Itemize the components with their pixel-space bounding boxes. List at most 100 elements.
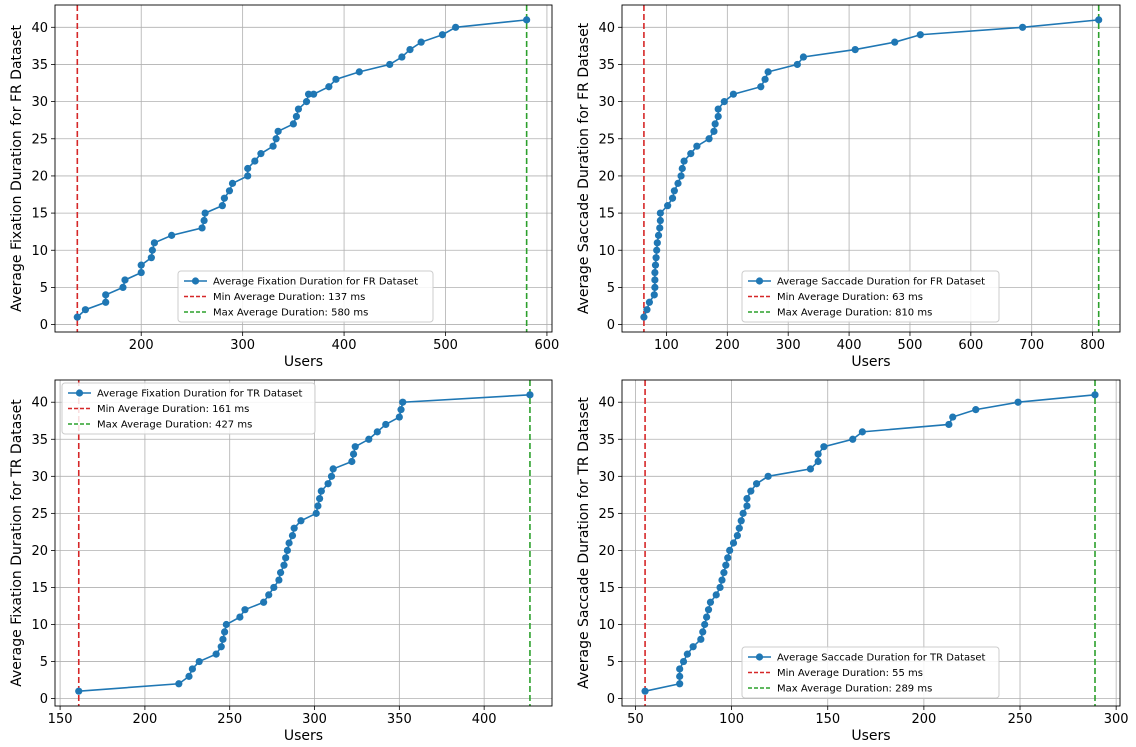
y-tick-label: 25 (598, 507, 615, 522)
data-point (705, 135, 713, 143)
legend-entry-label: Max Average Duration: 427 ms (97, 420, 252, 431)
data-point (680, 157, 688, 165)
data-point (654, 231, 663, 239)
data-point (851, 45, 859, 54)
x-tick-label: 200 (911, 712, 936, 727)
data-point (972, 406, 980, 414)
data-point (687, 150, 695, 158)
data-point (814, 457, 822, 466)
data-point (720, 569, 728, 577)
data-point (438, 31, 447, 39)
legend-entry-label: Average Fixation Duration for FR Dataset (213, 277, 418, 288)
data-point (670, 187, 678, 195)
legend-entry-label: Min Average Duration: 55 ms (777, 668, 923, 679)
data-point (526, 391, 534, 399)
data-point (81, 306, 90, 314)
data-point (814, 450, 822, 458)
data-point (148, 246, 156, 254)
data-point (395, 413, 403, 421)
data-point (858, 428, 866, 436)
data-point (799, 53, 808, 61)
data-point (523, 16, 531, 24)
data-point (743, 494, 751, 503)
x-tick-label: 100 (654, 338, 679, 353)
data-point (703, 613, 711, 621)
data-point (743, 502, 751, 510)
legend-box (177, 270, 434, 323)
data-point (316, 494, 324, 503)
data-point (244, 164, 252, 173)
y-tick-label: 20 (31, 544, 48, 559)
x-tick-label: 200 (715, 338, 740, 353)
data-point (718, 576, 726, 584)
plot-area (73, 5, 531, 332)
data-point (382, 420, 390, 429)
data-point (221, 628, 229, 636)
y-tick-label: 10 (31, 244, 48, 259)
data-point (251, 157, 259, 165)
data-point (739, 509, 747, 517)
legend-entry-label: Min Average Duration: 161 ms (97, 404, 249, 415)
y-axis-label: Average Fixation Duration for FR Dataset (9, 24, 25, 312)
data-point (290, 524, 298, 532)
data-point (722, 561, 730, 569)
data-point (373, 428, 381, 436)
data-point (269, 142, 277, 150)
data-point (398, 53, 406, 61)
data-point (714, 112, 722, 121)
data-point (706, 598, 715, 606)
y-tick-label: 0 (607, 692, 615, 707)
data-point (683, 650, 691, 658)
data-point (270, 583, 278, 592)
y-tick-label: 40 (598, 396, 615, 411)
data-point (288, 531, 297, 540)
data-point (312, 509, 320, 517)
x-tick-label: 150 (48, 712, 73, 727)
data-point (241, 606, 249, 614)
data-point (365, 435, 373, 443)
y-tick-label: 15 (598, 581, 615, 596)
data-point (348, 457, 356, 466)
chart-panel-1: 200 300 400 500 600 0 5 10 15 20 25 30 35 40 Users Aver… (9, 4, 559, 370)
data-point (280, 561, 288, 569)
data-point (121, 276, 129, 284)
legend-entry-label: Max Average Duration: 580 ms (213, 308, 368, 319)
y-tick-label: 25 (31, 132, 48, 147)
legend-box (741, 646, 1000, 699)
data-point (793, 60, 801, 69)
y-tick-label: 35 (31, 433, 48, 448)
data-point (417, 38, 425, 46)
data-point (651, 276, 659, 284)
y-tick-label: 5 (607, 655, 615, 670)
x-axis-label: Users (284, 354, 323, 370)
data-point (640, 313, 648, 321)
data-point (714, 105, 722, 113)
y-tick-label: 40 (31, 396, 48, 411)
data-point (729, 90, 738, 98)
data-point (137, 261, 145, 269)
data-point (747, 487, 755, 495)
y-tick-label: 5 (40, 281, 48, 296)
plot-area (641, 380, 1099, 706)
y-tick-label: 0 (607, 318, 615, 333)
data-point (664, 202, 672, 210)
legend: Average Saccade Duration for FR Dataset M… (741, 270, 1000, 323)
x-tick-label: 500 (433, 338, 458, 353)
data-point (764, 472, 772, 480)
data-point (349, 450, 358, 458)
data-point (236, 613, 244, 621)
y-tick-label: 0 (40, 318, 48, 333)
data-point (735, 524, 743, 532)
x-tick-label: 300 (302, 712, 327, 727)
legend-entry-label: Average Fixation Duration for TR Dataset (97, 389, 302, 400)
data-point (201, 209, 209, 217)
y-tick-label: 10 (31, 618, 48, 633)
data-point (285, 539, 293, 547)
data-point (699, 628, 707, 636)
y-tick-label: 35 (598, 58, 615, 73)
data-point (729, 539, 738, 547)
y-tick-label: 35 (31, 58, 48, 73)
data-point (137, 268, 145, 277)
x-axis-label: Users (851, 354, 890, 370)
chart-panel-3: 150 200 250 300 350 400 0 5 10 15 20 25 30 35 40 Users A… (9, 379, 553, 744)
